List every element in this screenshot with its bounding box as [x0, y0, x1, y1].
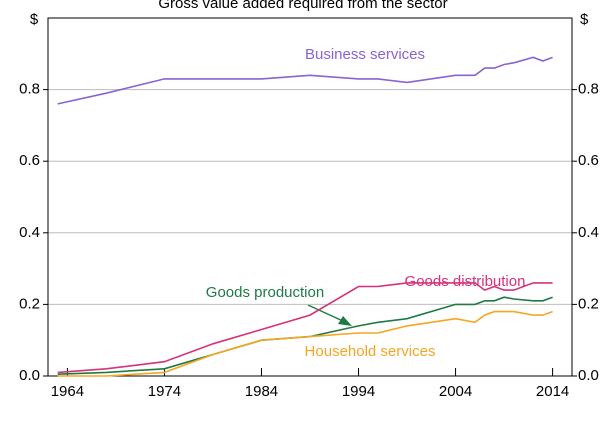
chart-title: Gross value added required from the sect… — [158, 0, 447, 12]
x-tick-label: 1994 — [342, 383, 375, 400]
x-tick-label: 1974 — [148, 383, 181, 400]
y-unit-left: $ — [30, 11, 39, 28]
y-tick-label: 0.4 — [19, 224, 40, 241]
y-tick-label: 0.0 — [19, 367, 40, 384]
series-label: Business services — [305, 46, 425, 63]
x-tick-label: 2014 — [536, 383, 569, 400]
annotation-arrow — [307, 304, 352, 326]
series-label: Goods production — [206, 284, 324, 301]
x-tick-label: 1964 — [51, 383, 84, 400]
x-tick-label: 1984 — [245, 383, 278, 400]
series-line — [57, 296, 553, 375]
y-unit-right: $ — [580, 11, 589, 28]
y-tick-label-right: 0.4 — [578, 224, 599, 241]
y-tick-label: 0.2 — [19, 295, 40, 312]
y-tick-label-right: 0.0 — [578, 367, 599, 384]
series-line — [57, 56, 553, 105]
y-tick-label-right: 0.2 — [578, 295, 599, 312]
y-tick-label-right: 0.6 — [578, 152, 599, 169]
y-tick-label: 0.8 — [19, 81, 40, 98]
x-tick-label: 2004 — [439, 383, 472, 400]
plot-frame — [47, 17, 573, 377]
y-tick-label: 0.6 — [19, 152, 40, 169]
series-line — [57, 310, 553, 377]
series-label: Household services — [305, 343, 436, 360]
y-tick-label-right: 0.8 — [578, 81, 599, 98]
series-label: Goods distribution — [405, 273, 526, 290]
series-line — [57, 282, 553, 374]
